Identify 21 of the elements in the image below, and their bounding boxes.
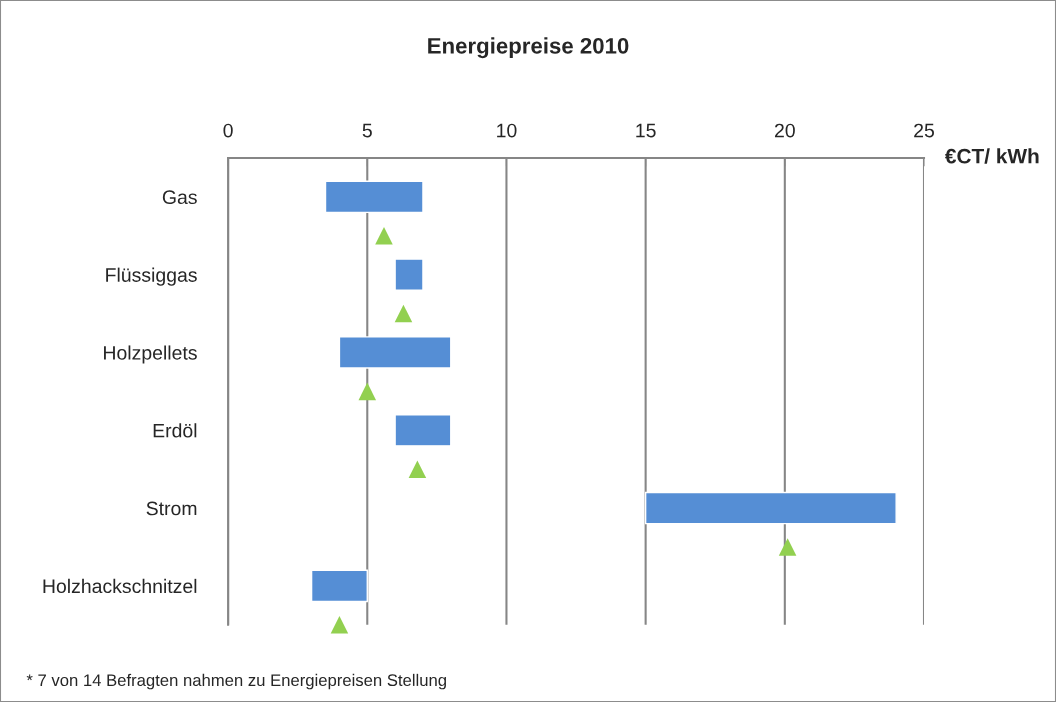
x-axis-title: €CT/ kWh — [944, 148, 1039, 164]
bar — [324, 180, 424, 214]
chart-title: Energiepreise 2010 — [428, 37, 629, 59]
x-tick-label: 25 — [914, 123, 934, 138]
bar — [644, 491, 897, 525]
y-tick-label: Strom — [146, 501, 197, 516]
x-tick-label: 5 — [362, 123, 372, 138]
text: * 7 von 14 Befragten nahmen zu Energiepreisen Stellung — [26, 673, 446, 690]
y-tick-label: Holzhackschnitzel — [43, 578, 197, 594]
bar — [394, 258, 424, 291]
x-tick-label: 0 — [223, 123, 233, 138]
bar — [394, 414, 452, 447]
bar — [338, 336, 452, 369]
y-tick-label: Flüssiggas — [106, 267, 197, 286]
y-tick-label: Erdöl — [153, 423, 197, 438]
x-tick-label: 20 — [774, 123, 795, 138]
x-tick-label: 15 — [636, 123, 656, 138]
y-tick-label: Holzpellets — [104, 345, 197, 364]
x-tick-label: 10 — [497, 123, 517, 138]
y-tick-label: Gas — [162, 190, 197, 205]
bar — [310, 569, 368, 603]
